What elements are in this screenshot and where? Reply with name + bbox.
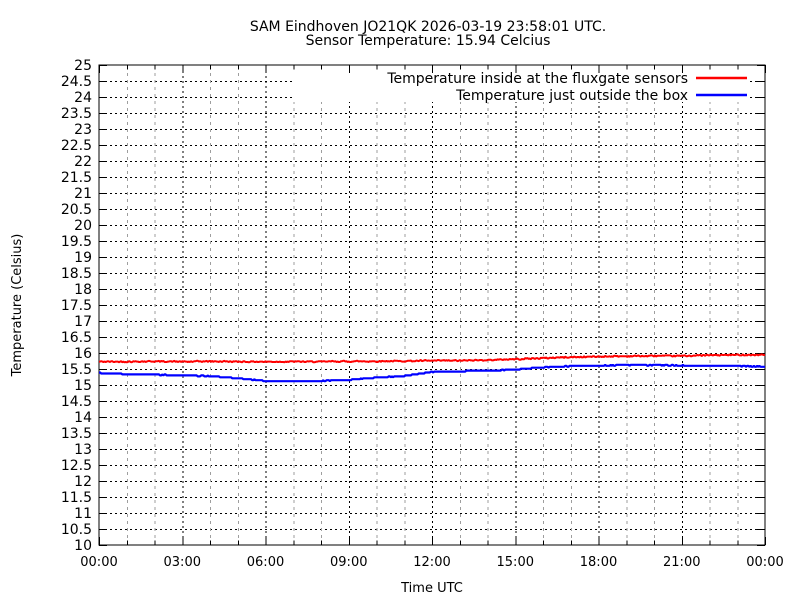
x-tick-label: 00:00 <box>746 555 783 570</box>
x-tick-label: 15:00 <box>497 555 534 570</box>
legend-background <box>293 66 748 102</box>
x-tick-label: 21:00 <box>663 555 700 570</box>
y-tick-label: 11.5 <box>61 490 92 506</box>
y-tick-label: 23 <box>74 122 92 138</box>
y-tick-label: 14.5 <box>61 394 92 410</box>
y-tick-label: 10.5 <box>61 522 92 538</box>
grid <box>100 66 764 544</box>
legend-label-inside: Temperature inside at the fluxgate senso… <box>386 71 688 87</box>
series-inside-line <box>99 353 766 364</box>
y-tick-label: 21 <box>74 186 92 202</box>
y-tick-label: 16 <box>74 346 92 362</box>
x-tick-label: 18:00 <box>580 555 617 570</box>
y-tick-label: 21.5 <box>61 170 92 186</box>
y-tick-label: 12.5 <box>61 458 92 474</box>
tick-marks <box>99 65 766 546</box>
chart-subtitle: Sensor Temperature: 15.94 Celcius <box>306 33 551 49</box>
y-tick-label: 19.5 <box>61 234 92 250</box>
x-tick-label: 06:00 <box>247 555 284 570</box>
y-tick-label: 19 <box>74 250 92 266</box>
x-tick-label: 12:00 <box>413 555 450 570</box>
y-axis-tick-labels: 2524.52423.52322.52221.52120.52019.51918… <box>61 58 92 554</box>
y-tick-label: 13.5 <box>61 426 92 442</box>
y-tick-label: 20 <box>74 218 92 234</box>
y-tick-label: 11 <box>74 506 92 522</box>
y-tick-label: 23.5 <box>61 106 92 122</box>
x-axis-tick-labels: 00:00 03:00 06:00 09:00 12:00 15:00 18:00 21:00… <box>80 555 783 570</box>
y-tick-label: 13 <box>74 442 92 458</box>
y-tick-label: 14 <box>74 410 92 426</box>
y-tick-label: 20.5 <box>61 202 92 218</box>
y-tick-label: 17 <box>74 314 92 330</box>
x-tick-label: 00:00 <box>80 555 117 570</box>
y-tick-label: 18.5 <box>61 266 92 282</box>
chart-title: SAM Eindhoven JO21QK 2026-03-19 23:58:01… <box>250 19 606 35</box>
x-tick-label: 03:00 <box>164 555 201 570</box>
y-tick-label: 24 <box>74 90 92 106</box>
y-tick-label: 17.5 <box>61 298 92 314</box>
y-tick-label: 25 <box>74 58 92 74</box>
y-tick-label: 24.5 <box>61 74 92 90</box>
y-tick-label: 12 <box>74 474 92 490</box>
y-tick-label: 10 <box>74 538 92 554</box>
y-axis-title: Temperature (Celsius) <box>10 234 25 378</box>
x-axis-title: Time UTC <box>400 581 463 596</box>
y-tick-label: 16.5 <box>61 330 92 346</box>
data-series <box>99 353 766 383</box>
legend-label-outside: Temperature just outside the box <box>455 88 688 104</box>
y-tick-label: 22.5 <box>61 138 92 154</box>
legend: Temperature inside at the fluxgate senso… <box>386 71 747 104</box>
y-tick-label: 22 <box>74 154 92 170</box>
x-tick-label: 09:00 <box>330 555 367 570</box>
series-outside-line <box>99 363 765 383</box>
y-tick-label: 15 <box>74 378 92 394</box>
y-tick-label: 18 <box>74 282 92 298</box>
y-tick-label: 15.5 <box>61 362 92 378</box>
